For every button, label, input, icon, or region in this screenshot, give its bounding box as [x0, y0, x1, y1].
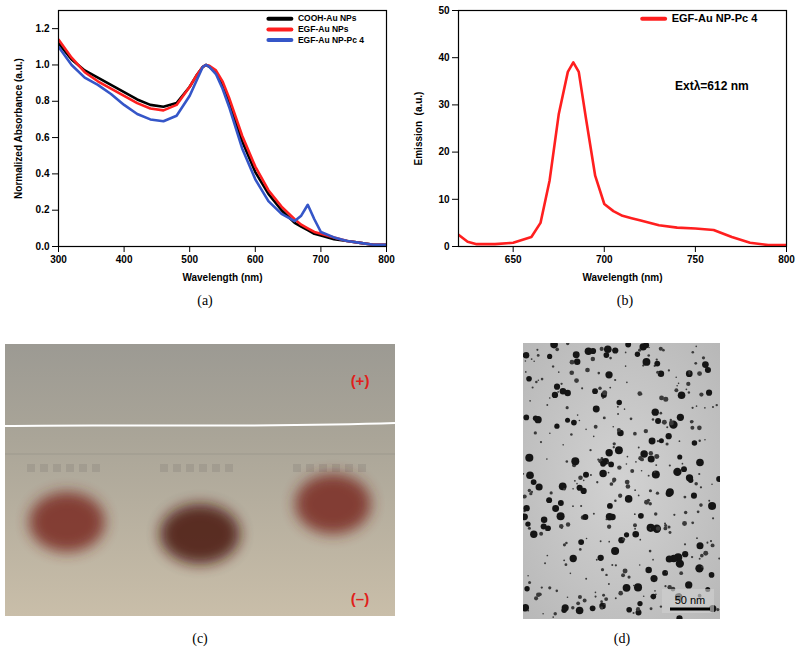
svg-text:700: 700: [313, 254, 330, 265]
svg-text:0.6: 0.6: [36, 132, 50, 143]
svg-text:300: 300: [50, 254, 67, 265]
svg-text:0.0: 0.0: [36, 241, 50, 252]
svg-text:800: 800: [778, 254, 795, 265]
svg-text:0.8: 0.8: [36, 95, 50, 106]
svg-text:650: 650: [505, 254, 522, 265]
svg-text:Extλ=612 nm: Extλ=612 nm: [675, 79, 749, 93]
svg-text:Normalized Absorbance (a.u.): Normalized Absorbance (a.u.): [13, 58, 24, 199]
html-text:(a): (a): [197, 293, 213, 308]
svg-text:20: 20: [438, 146, 450, 157]
svg-text:600: 600: [247, 254, 264, 265]
svg-text:750: 750: [687, 254, 704, 265]
svg-text:10: 10: [438, 194, 450, 205]
svg-text:30: 30: [438, 99, 450, 110]
svg-text:0: 0: [444, 241, 450, 252]
svg-text:700: 700: [596, 254, 613, 265]
svg-text:Emission (a.u.): Emission (a.u.): [413, 92, 424, 166]
html-text:(d): (d): [613, 631, 631, 646]
svg-text:40: 40: [438, 52, 450, 63]
svg-text:(–): (–): [351, 590, 369, 607]
svg-text:50 nm: 50 nm: [675, 594, 706, 606]
svg-text:Wavelength (nm): Wavelength (nm): [182, 272, 262, 283]
html-text:(b): (b): [616, 293, 634, 308]
svg-text:EGF-Au NPs: EGF-Au NPs: [298, 24, 349, 34]
svg-text:800: 800: [378, 254, 395, 265]
svg-text:COOH-Au NPs: COOH-Au NPs: [298, 13, 357, 23]
html-text:(c): (c): [192, 631, 208, 646]
svg-text:0.2: 0.2: [36, 204, 50, 215]
svg-text:400: 400: [116, 254, 133, 265]
svg-text:EGF-Au NP-Pc 4: EGF-Au NP-Pc 4: [298, 35, 364, 45]
svg-text:1.0: 1.0: [36, 59, 50, 70]
svg-text:(+): (+): [351, 372, 370, 389]
svg-text:0.4: 0.4: [36, 168, 50, 179]
svg-text:50: 50: [438, 5, 450, 16]
svg-text:EGF-Au NP-Pc 4: EGF-Au NP-Pc 4: [672, 12, 758, 24]
svg-text:500: 500: [181, 254, 198, 265]
svg-text:1.2: 1.2: [36, 23, 50, 34]
svg-text:Wavelength (nm): Wavelength (nm): [582, 272, 662, 283]
